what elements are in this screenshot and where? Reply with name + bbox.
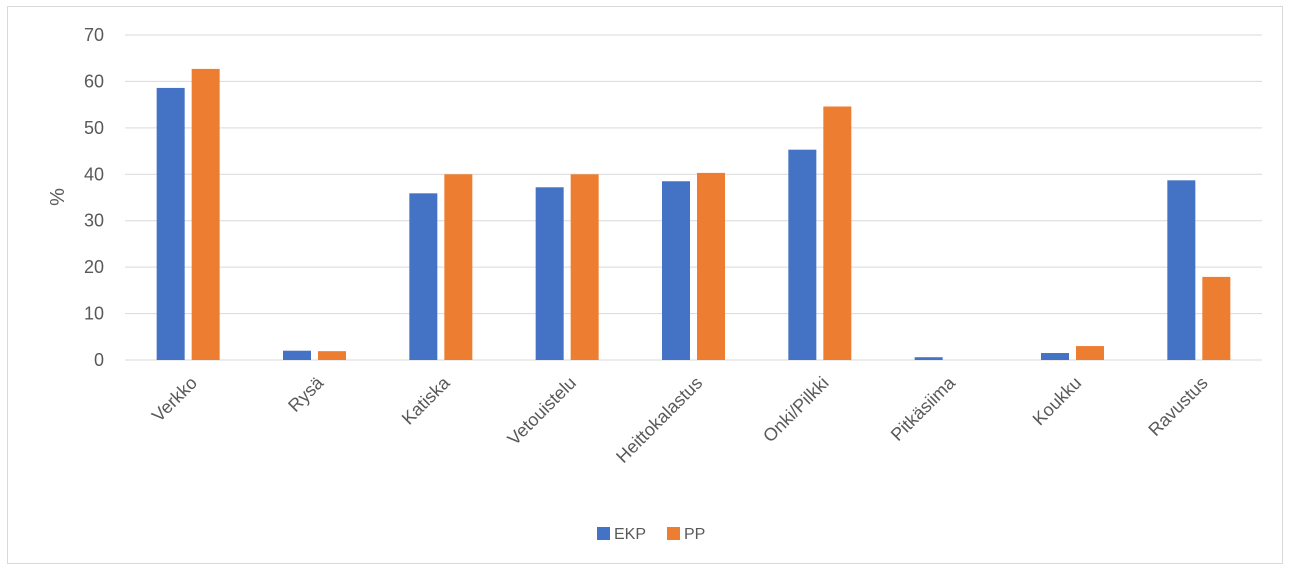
bar-pp	[823, 106, 852, 360]
y-tick-label: 0	[94, 350, 104, 370]
legend: EKP PP	[597, 526, 705, 543]
legend-swatch-ekp	[597, 527, 610, 540]
bar-pp	[191, 68, 220, 361]
category-label: Koukku	[1029, 373, 1086, 430]
legend-label-ekp: EKP	[614, 526, 646, 543]
bar-pp	[318, 351, 346, 360]
category-label: Rysä	[284, 372, 328, 416]
y-tick-label: 60	[84, 71, 104, 91]
y-tick-label: 70	[84, 25, 104, 45]
bar-ekp	[156, 87, 185, 360]
bar-pp	[1076, 346, 1104, 360]
category-label: Ravustus	[1144, 373, 1211, 440]
bar-ekp	[662, 181, 690, 360]
y-tick-label: 20	[84, 257, 104, 277]
category-label: Heittokalastus	[612, 373, 706, 467]
y-tick-label: 30	[84, 211, 104, 231]
bar-ekp	[788, 149, 817, 360]
category-label: Katiska	[398, 372, 455, 429]
y-axis-label: %	[47, 188, 69, 206]
bar-ekp	[283, 350, 311, 360]
bar-ekp	[409, 193, 438, 360]
bars	[156, 68, 1231, 361]
y-tick-label: 10	[84, 304, 104, 324]
category-label: Pitkäsiima	[887, 372, 960, 445]
x-axis-categories: Verkko Rysä Katiska Vetouistelu Heittokalast…	[148, 372, 1212, 467]
y-axis-ticks: 0 10 20 30 40 50 60 70	[84, 25, 104, 370]
y-tick-label: 40	[84, 164, 104, 184]
bar-ekp	[535, 187, 564, 360]
y-tick-label: 50	[84, 118, 104, 138]
category-label: Onki/Pilkki	[759, 373, 833, 447]
legend-label-pp: PP	[684, 526, 705, 543]
bar-ekp	[1167, 180, 1196, 360]
category-label: Vetouistelu	[504, 373, 580, 449]
bar-pp	[444, 174, 473, 360]
bar-pp	[1202, 276, 1231, 360]
bar-pp	[570, 174, 599, 360]
gridlines	[125, 34, 1262, 361]
bar-ekp	[914, 357, 943, 360]
bar-ekp	[1041, 353, 1069, 360]
bar-pp	[697, 172, 725, 360]
legend-swatch-pp	[667, 527, 680, 540]
category-label: Verkko	[148, 373, 201, 426]
